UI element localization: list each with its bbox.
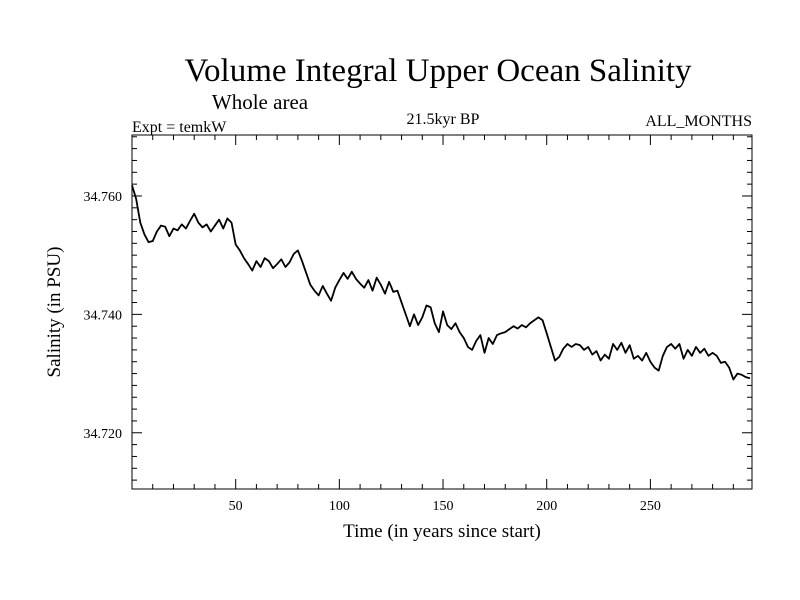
y-axis-ticks: 34.720 34.740 34.760: [84, 136, 752, 481]
plot-frame: [131, 134, 753, 490]
experiment-label: Expt = temkW: [132, 119, 227, 136]
salinity-series-line: [131, 185, 751, 381]
x-tick-label: 100: [329, 499, 350, 514]
x-axis-label: Time (in years since start): [343, 521, 541, 542]
y-axis-label: Salinity (in PSU): [44, 247, 65, 378]
x-tick-label: 50: [229, 499, 243, 514]
chart-title: Volume Integral Upper Ocean Salinity: [184, 53, 692, 89]
y-tick-label: 34.740: [84, 308, 123, 323]
x-axis-ticks: 50 100 150 200 250: [152, 135, 734, 514]
x-tick-label: 250: [640, 499, 661, 514]
chart-subtitle: Whole area: [212, 90, 309, 114]
period-label: 21.5kyr BP: [407, 111, 480, 128]
months-label: ALL_MONTHS: [645, 113, 752, 130]
y-tick-label: 34.760: [84, 190, 123, 205]
y-tick-label: 34.720: [84, 427, 123, 442]
x-tick-label: 150: [433, 499, 454, 514]
x-tick-label: 200: [536, 499, 557, 514]
